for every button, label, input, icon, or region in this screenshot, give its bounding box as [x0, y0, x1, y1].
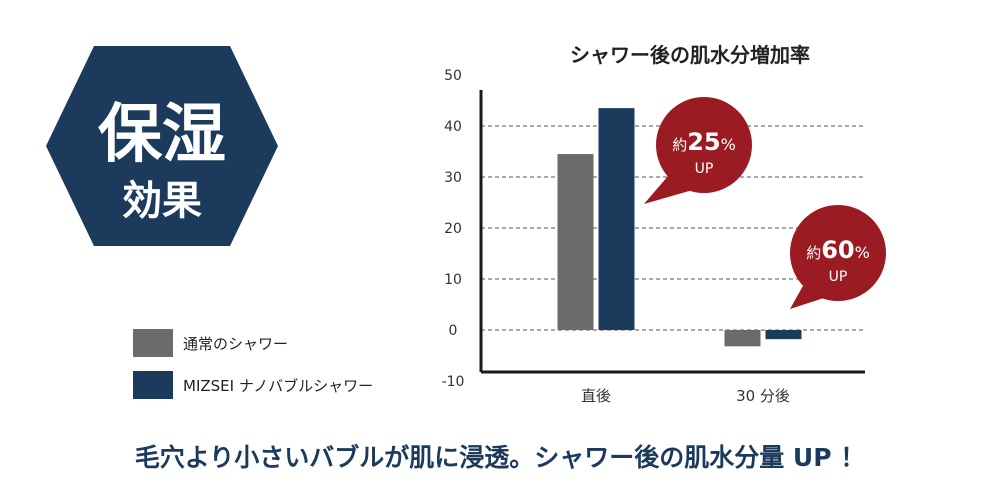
x-tick-label: 直後 — [581, 387, 611, 405]
badge-subtitle: 効果 — [122, 178, 202, 224]
legend-label: MIZSEI ナノバブルシャワー — [183, 376, 374, 395]
y-tick-label: 10 — [444, 272, 462, 288]
hexagon-badge: 保湿 効果 — [46, 46, 278, 246]
callout-percent: 約60% — [806, 236, 870, 264]
bar — [598, 108, 635, 331]
y-tick-label: 0 — [449, 323, 458, 339]
y-tick-label: 40 — [444, 119, 462, 135]
hexagon-shape — [46, 46, 278, 246]
legend-item-regular-shower: 通常のシャワー — [133, 328, 373, 358]
chart-title: シャワー後の肌水分増加率 — [570, 43, 810, 67]
legend-label: 通常のシャワー — [183, 334, 289, 353]
callout-percent: 約25% — [672, 128, 736, 156]
callout-up-label: UP — [829, 269, 848, 285]
y-axis-ticks: 50 40 30 20 10 0 -10 — [442, 68, 465, 390]
legend-item-nanobubble-shower: MIZSEI ナノバブルシャワー — [133, 370, 373, 400]
callout-bubble — [790, 205, 886, 301]
bars — [557, 108, 802, 347]
callouts: 約25% UP 約60% UP — [644, 97, 886, 309]
bar — [724, 330, 761, 347]
bar — [765, 330, 802, 340]
y-tick-label: 50 — [444, 68, 462, 84]
callout-tail — [790, 284, 830, 309]
legend-swatch-gray — [133, 329, 173, 357]
y-tick-label: 30 — [444, 170, 462, 186]
legend: 通常のシャワー MIZSEI ナノバブルシャワー — [133, 328, 373, 412]
tagline: 毛穴より小さいバブルが肌に浸透。シャワー後の肌水分量 UP ！ — [134, 443, 866, 472]
legend-swatch-navy — [133, 371, 173, 399]
y-tick-label: -10 — [442, 374, 465, 390]
bar — [557, 154, 594, 330]
callout-up-label: UP — [695, 161, 714, 177]
badge-title: 保湿 — [98, 98, 226, 172]
y-tick-label: 20 — [444, 221, 462, 237]
callout-bubble — [656, 97, 752, 193]
x-tick-label: 30 分後 — [736, 387, 790, 405]
x-axis-labels: 直後 30 分後 — [581, 387, 790, 405]
